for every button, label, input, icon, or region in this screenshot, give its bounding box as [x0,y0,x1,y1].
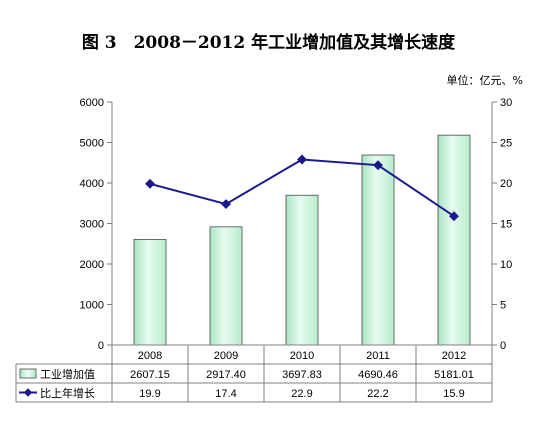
right-axis-tick-label: 25 [500,138,512,150]
left-axis-tick-label: 5000 [80,138,104,150]
table-cell-bar: 4690.46 [358,369,398,381]
bar [209,226,243,346]
chart-title: 图 3 2008－2012 年工业增加值及其增长速度 [81,33,456,53]
legend-swatch-bar [19,368,37,379]
right-axis-tick-label: 20 [500,178,512,190]
table-cell-bar: 2607.15 [130,369,170,381]
table-cell-bar: 2917.40 [206,369,246,381]
right-axis-tick-label: 15 [500,219,512,231]
bar [437,134,471,346]
x-axis-tick-label: 2012 [442,350,466,362]
legend-swatch-marker [23,388,33,397]
left-axis-tick-label: 2000 [80,259,104,271]
left-axis-tick-label: 6000 [80,97,104,109]
bar [133,239,167,346]
table-cell-line: 22.2 [367,388,388,400]
x-axis-tick-label: 2010 [290,350,314,362]
table-cell-bar: 5181.01 [434,369,474,381]
x-axis-tick-label: 2011 [366,350,390,362]
growth-point [373,160,383,171]
left-axis-tick-label: 4000 [80,178,104,190]
growth-point [221,199,231,210]
table-cell-line: 19.9 [139,388,160,400]
right-axis-tick-label: 0 [500,340,506,352]
table-cell-line: 22.9 [291,388,312,400]
right-axis-tick-label: 5 [500,300,506,312]
right-axis-tick-label: 10 [500,259,512,271]
right-axis-tick-label: 30 [500,97,512,109]
growth-point [297,154,307,165]
legend-label-line: 比上年增长 [40,386,95,400]
bar [361,154,395,346]
left-axis-tick-label: 3000 [80,219,104,231]
growth-point [145,178,155,189]
left-axis-tick-label: 1000 [80,300,104,312]
left-axis-tick-label: 0 [98,340,104,352]
growth-point [449,211,459,222]
bar [285,194,319,346]
unit-label: 单位：亿元、% [446,74,523,87]
table-cell-bar: 3697.83 [282,369,322,381]
table-cell-line: 17.4 [215,388,236,400]
legend-label-bar: 工业增加值 [40,367,95,381]
x-axis-tick-label: 2009 [214,350,238,362]
x-axis-tick-label: 2008 [138,350,162,362]
table-cell-line: 15.9 [443,388,464,400]
